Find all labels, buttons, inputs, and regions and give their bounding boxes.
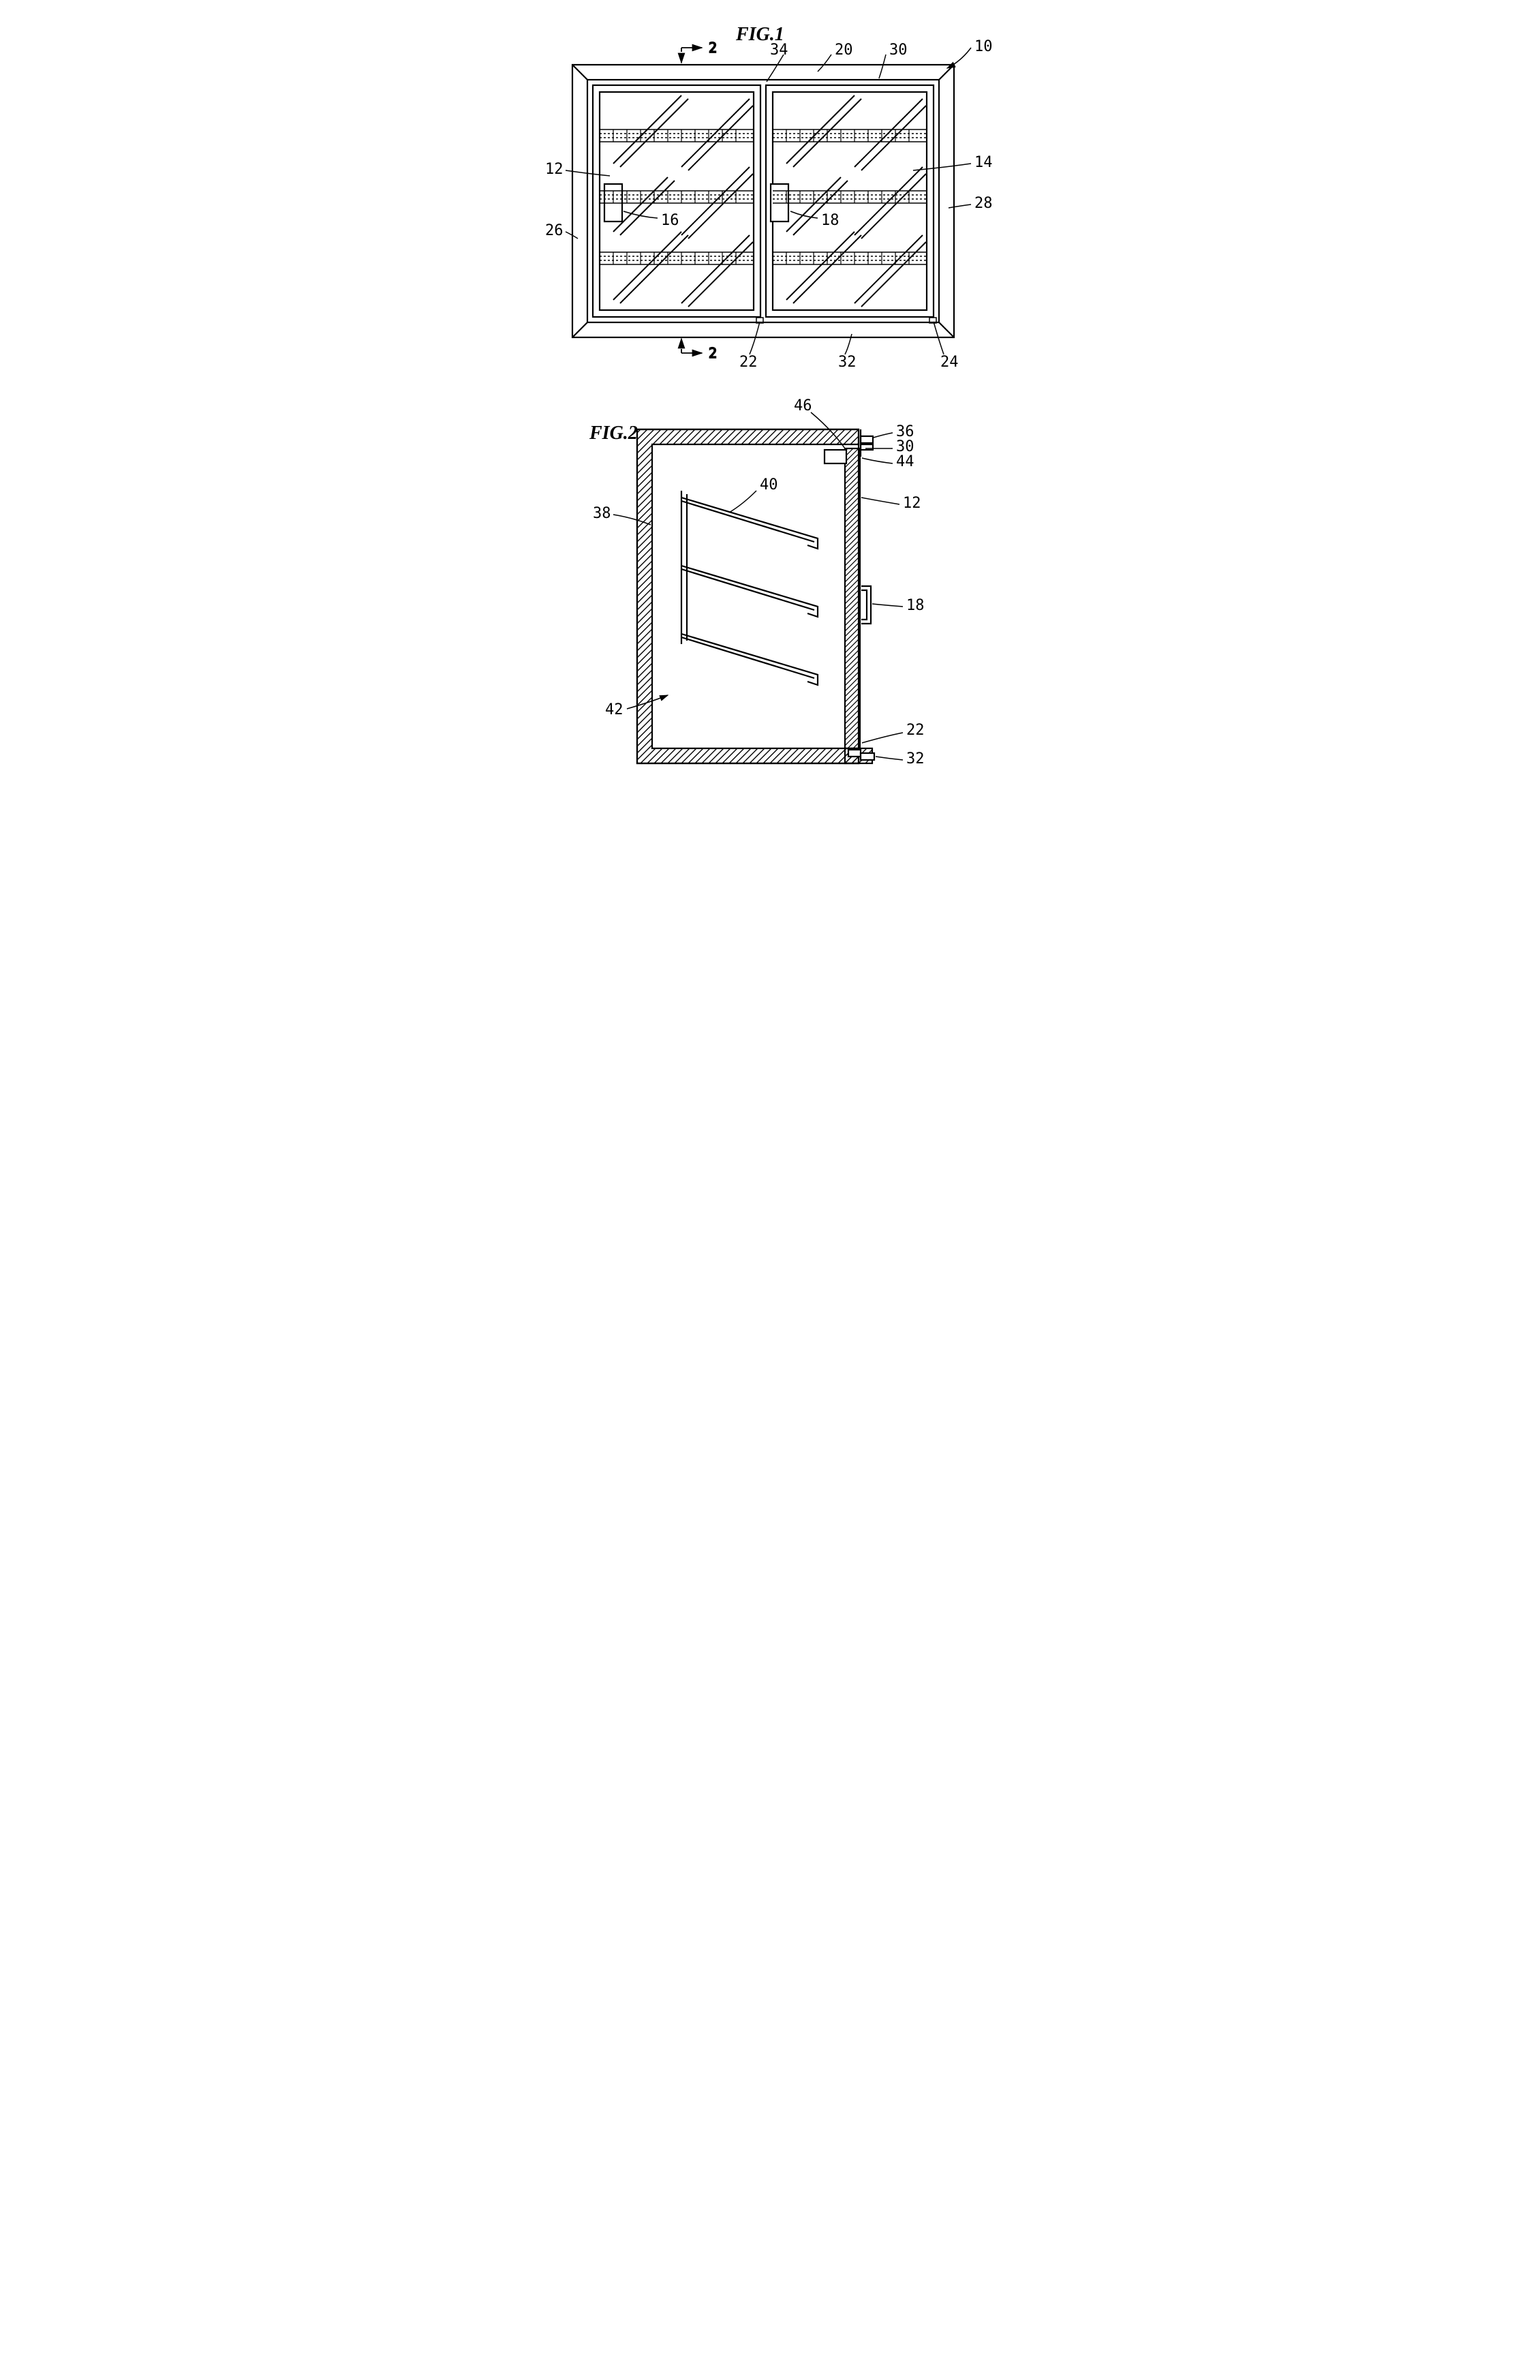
page: FIG.1 [525, 27, 1015, 804]
ref2-40: 40 [760, 476, 778, 493]
ref-24: 24 [940, 354, 959, 368]
ref2-38: 38 [593, 505, 611, 522]
ref-16: 16 [661, 212, 679, 229]
ref-32: 32 [838, 354, 857, 368]
figure-2: FIG.2 [525, 395, 1015, 777]
ref2-44: 44 [896, 453, 914, 470]
ref-12: 12 [545, 161, 564, 178]
fig2-label: FIG.2 [589, 423, 638, 444]
section-2-top: 2 [709, 40, 717, 56]
ref2-22: 22 [906, 722, 925, 739]
ref-26: 26 [545, 222, 564, 239]
ref-20: 20 [835, 42, 853, 59]
ref-22: 22 [739, 354, 758, 368]
figure-1: FIG.1 [525, 27, 1015, 368]
fig1-drawing: 2 2 10 [525, 27, 1015, 368]
ref2-18: 18 [906, 597, 925, 614]
fig2-drawing: 38 42 40 46 36 30 44 12 18 22 32 [525, 395, 1015, 777]
ref2-12: 12 [903, 495, 921, 512]
ref2-46: 46 [794, 397, 812, 414]
section-2-bottom: 2 [709, 345, 717, 361]
fig1-label: FIG.1 [736, 24, 784, 46]
ref-28: 28 [974, 195, 993, 212]
ref-30: 30 [889, 42, 908, 59]
ref-10: 10 [974, 38, 993, 55]
ref2-32: 32 [906, 750, 925, 767]
ref2-42: 42 [605, 701, 623, 718]
ref-18: 18 [821, 212, 840, 229]
ref-14: 14 [974, 154, 993, 171]
